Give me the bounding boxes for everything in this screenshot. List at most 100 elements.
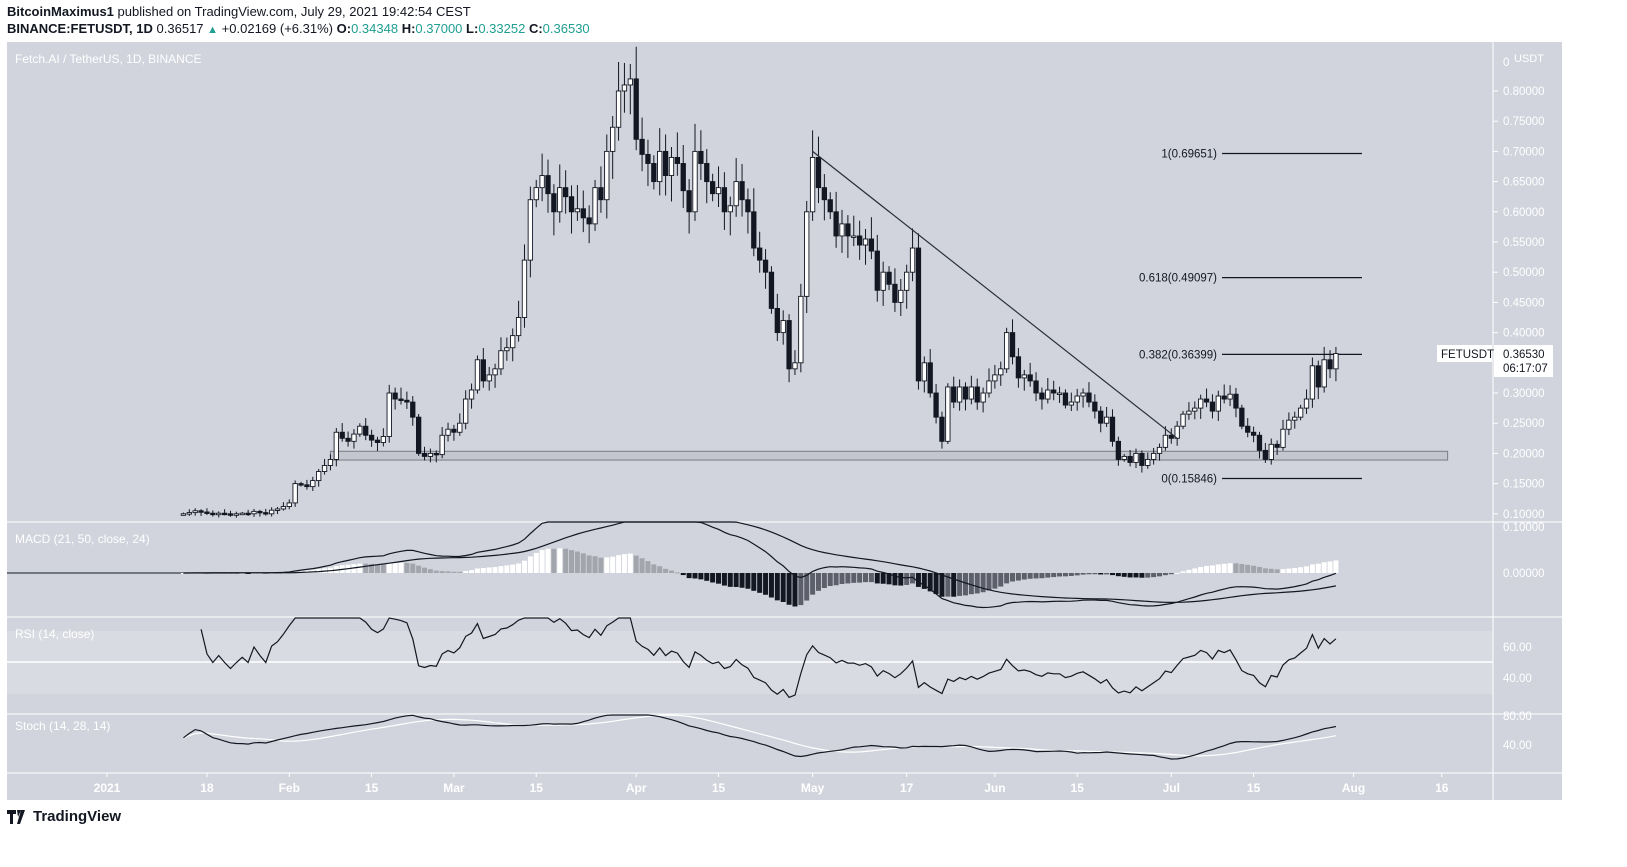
candle: [1021, 374, 1027, 379]
macd-histogram-bar: [463, 571, 469, 573]
macd-histogram-bar: [422, 567, 428, 573]
close-label: C:: [528, 21, 543, 36]
candle: [210, 512, 216, 516]
candle: [515, 317, 522, 337]
time-axis-label: 15: [530, 781, 544, 795]
price-axis-top-label: 0: [1503, 57, 1509, 69]
candle: [316, 471, 322, 482]
macd-histogram-bar: [1239, 564, 1245, 573]
price-axis-label: 0.40000: [1503, 328, 1545, 340]
candle: [745, 199, 751, 213]
candle: [1256, 434, 1263, 451]
candle: [956, 386, 963, 403]
macd-histogram-bar: [727, 573, 733, 587]
macd-histogram-bar: [351, 564, 357, 573]
candle: [463, 398, 469, 424]
macd-histogram-bar: [739, 573, 745, 588]
candle: [668, 156, 675, 177]
macd-histogram-bar: [633, 555, 639, 573]
macd-histogram-bar: [1168, 573, 1174, 575]
candle: [980, 392, 986, 403]
candle: [739, 181, 745, 201]
candle: [692, 150, 698, 213]
last-price-value: 0.36530: [1503, 349, 1545, 361]
candle: [762, 259, 769, 273]
candle: [351, 433, 357, 442]
macd-histogram-bar: [551, 548, 557, 573]
candle: [368, 434, 375, 441]
macd-histogram-bar: [1192, 568, 1198, 573]
candle: [974, 386, 980, 403]
candle: [1068, 401, 1074, 406]
candle: [586, 217, 592, 225]
candle: [1262, 449, 1269, 460]
macd-histogram-bar: [845, 573, 851, 584]
macd-histogram-bar: [798, 573, 804, 606]
candle: [415, 416, 422, 454]
macd-histogram-bar: [915, 573, 921, 587]
macd-histogram-bar: [939, 573, 945, 597]
candle: [721, 187, 728, 213]
candle: [392, 392, 398, 400]
candle: [951, 386, 957, 403]
pane-separators: [7, 42, 1562, 800]
candle: [568, 196, 575, 213]
last-price-tag: [1494, 345, 1553, 377]
macd-histogram-bar: [1215, 564, 1221, 573]
macd-histogram-bar: [686, 573, 692, 579]
candle: [486, 374, 492, 382]
candle: [839, 223, 845, 237]
candle: [421, 452, 428, 457]
macd-histogram-bar: [469, 570, 475, 573]
macd-histogram-bar: [663, 568, 669, 573]
candle: [1315, 365, 1321, 388]
candle: [862, 238, 869, 246]
macd-histogram-bar: [927, 573, 933, 592]
candle: [674, 156, 681, 164]
macd-histogram-bar: [1256, 566, 1262, 573]
candle: [892, 283, 898, 303]
macd-histogram-bar: [898, 573, 904, 586]
macd-histogram-bar: [504, 565, 510, 573]
macd-histogram-bar: [357, 563, 363, 573]
candle: [998, 368, 1004, 376]
candle: [645, 153, 651, 164]
macd-histogram-bar: [557, 548, 563, 573]
candle: [927, 362, 933, 394]
macd-histogram-bar: [1245, 564, 1251, 573]
candle: [1203, 398, 1210, 403]
macd-histogram-bar: [574, 551, 580, 573]
candle: [774, 307, 780, 334]
candle: [780, 320, 786, 334]
candle: [809, 156, 816, 213]
time-axis-label: 2021: [94, 781, 121, 795]
tradingview-logo[interactable]: TradingView: [7, 808, 121, 825]
candle: [851, 235, 857, 238]
candle: [1180, 413, 1186, 427]
candle: [1250, 431, 1257, 436]
candle: [574, 208, 581, 213]
macd-histogram-bar: [1074, 573, 1080, 576]
macd-histogram-bar: [768, 573, 774, 598]
macd-histogram-bar: [657, 566, 663, 573]
time-axis-label: 18: [200, 781, 214, 795]
macd-histogram-bar: [833, 573, 839, 586]
candle: [239, 512, 245, 516]
candle: [268, 509, 275, 515]
candle: [1121, 455, 1127, 460]
macd-histogram-bar: [398, 562, 404, 573]
high-value: 0.37000: [415, 21, 463, 36]
candle: [798, 295, 804, 364]
macd-histogram-bar: [998, 573, 1004, 587]
candle: [245, 512, 251, 516]
macd-histogram-bar: [792, 573, 798, 607]
candle: [1239, 407, 1245, 427]
tradingview-logo-icon: [7, 809, 25, 824]
author[interactable]: BitcoinMaximus1: [7, 4, 114, 19]
candle: [657, 150, 663, 183]
fib-level-label: 0.618(0.49097): [1139, 273, 1217, 285]
candle: [457, 422, 463, 433]
macd-histogram-bar: [1198, 567, 1204, 573]
fib-level-label: 0(0.15846): [1161, 473, 1217, 485]
